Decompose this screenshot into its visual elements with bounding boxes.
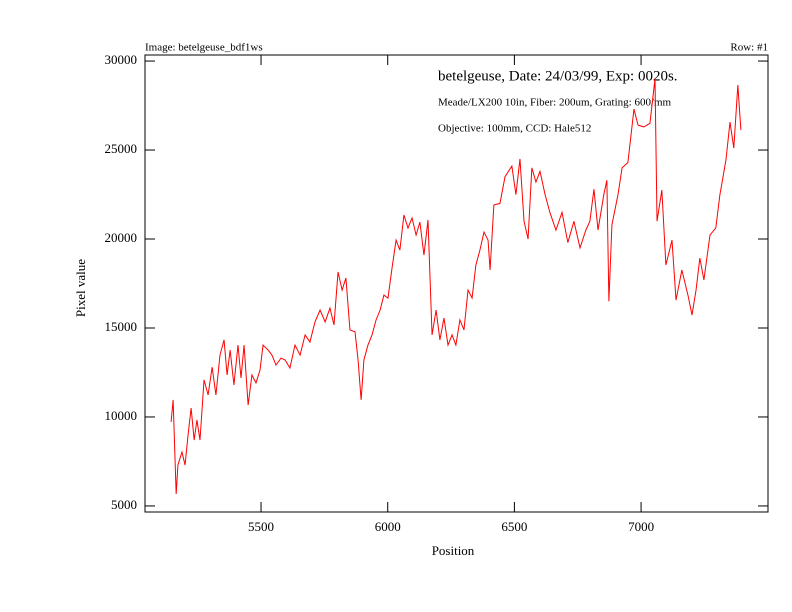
y-tick-label: 15000 (105, 319, 138, 334)
x-tick-label: 6000 (375, 519, 401, 534)
x-tick-label: 5500 (248, 519, 274, 534)
y-tick-label: 30000 (105, 52, 138, 67)
spectrum-line (170, 78, 742, 495)
x-tick-label: 7000 (628, 519, 654, 534)
x-axis-label: Position (432, 543, 475, 558)
y-tick-label: 20000 (105, 230, 138, 245)
y-axis-label: Pixel value (73, 259, 88, 317)
y-tick-label: 10000 (105, 408, 138, 423)
annotation: Meade/LX200 10in, Fiber: 200um, Grating:… (438, 97, 672, 109)
x-tick-label: 6500 (501, 519, 527, 534)
y-tick-label: 5000 (111, 497, 137, 512)
y-tick-label: 25000 (105, 141, 138, 156)
plot-frame (144, 54, 769, 513)
header-right: Row: #1 (730, 42, 768, 54)
chart-title: betelgeuse, Date: 24/03/99, Exp: 0020s. (438, 68, 678, 84)
header-left: Image: betelgeuse_bdf1ws (145, 42, 263, 54)
annotation: Objective: 100mm, CCD: Hale512 (438, 123, 591, 135)
